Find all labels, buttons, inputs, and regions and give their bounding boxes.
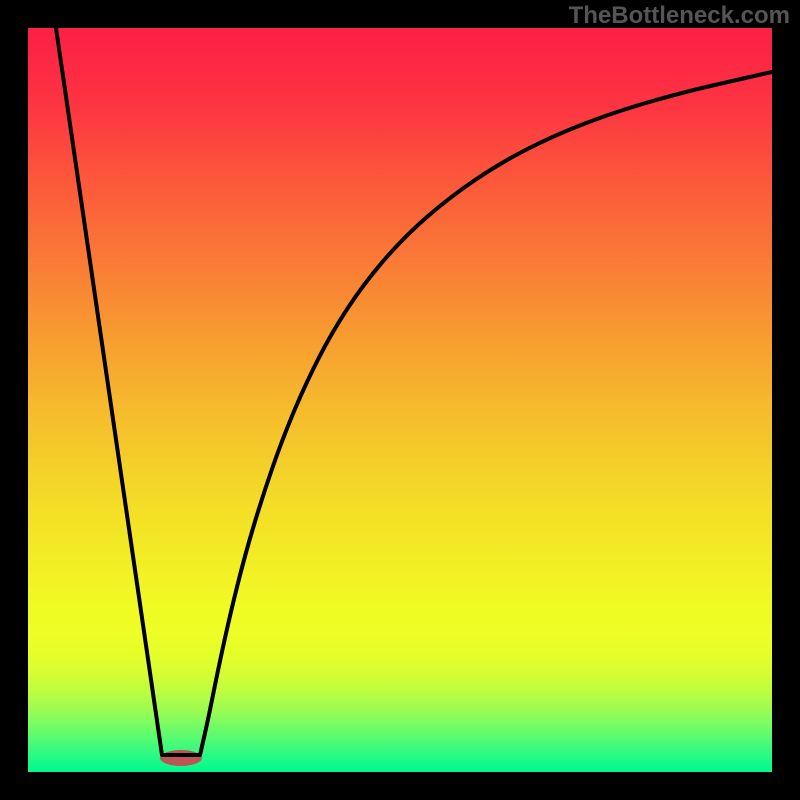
valley-marker — [160, 750, 202, 766]
chart-plot-area — [28, 28, 772, 772]
watermark-text: TheBottleneck.com — [569, 2, 790, 30]
chart-container: TheBottleneck.com — [0, 0, 800, 800]
bottleneck-chart — [0, 0, 800, 800]
